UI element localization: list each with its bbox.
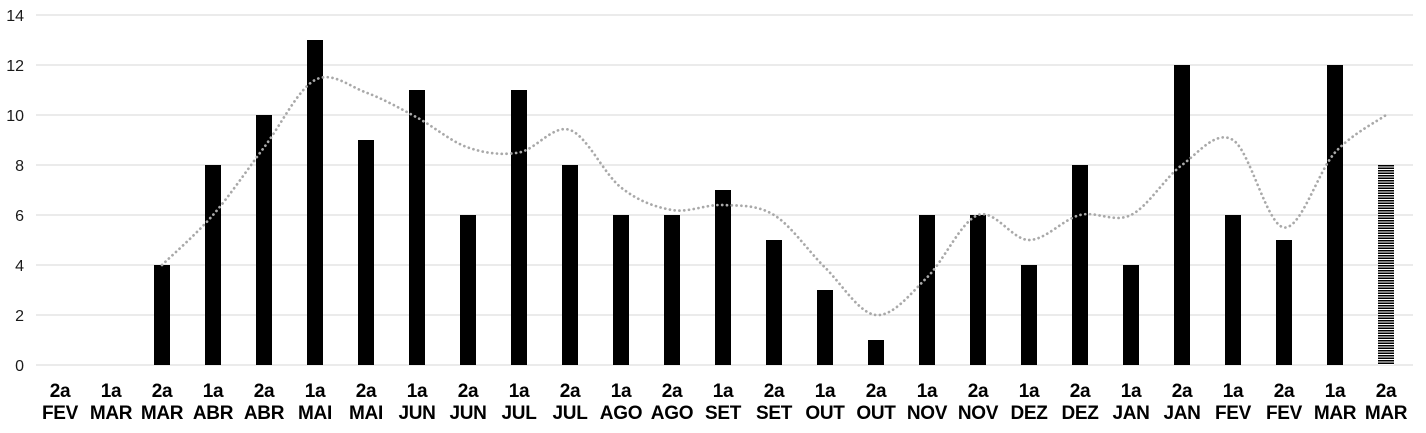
x-axis-label-month: AGO (600, 403, 642, 424)
bar (664, 215, 680, 365)
y-axis-tick-label: 0 (15, 358, 24, 375)
bar (154, 265, 170, 365)
x-axis-label-month: NOV (958, 403, 999, 424)
x-axis-label-period: 2a (764, 381, 785, 402)
bar (1021, 265, 1037, 365)
bar (1072, 165, 1088, 365)
x-axis-label-month: MAR (1314, 403, 1357, 424)
x-axis-label-period: 1a (509, 381, 530, 402)
bar (1327, 65, 1343, 365)
x-axis-label-month: DEZ (1010, 403, 1048, 424)
x-axis-label-month: DEZ (1061, 403, 1099, 424)
x-axis-label-period: 1a (917, 381, 938, 402)
y-axis-tick-label: 4 (15, 258, 24, 275)
bar (358, 140, 374, 365)
x-axis-label-month: NOV (907, 403, 948, 424)
x-axis-label-period: 1a (1325, 381, 1346, 402)
x-axis-label-period: 1a (713, 381, 734, 402)
x-axis-label-period: 2a (356, 381, 377, 402)
bar (1174, 65, 1190, 365)
x-axis-label-period: 2a (1070, 381, 1091, 402)
x-axis-label-month: FEV (42, 403, 79, 424)
x-axis-label-month: FEV (1266, 403, 1303, 424)
x-axis-label-period: 2a (1376, 381, 1397, 402)
x-axis-label-period: 1a (611, 381, 632, 402)
bar (205, 165, 221, 365)
x-axis-label-month: ABR (244, 403, 285, 424)
bar (766, 240, 782, 365)
bar (970, 215, 986, 365)
bar-striped (1378, 165, 1394, 365)
bar (715, 190, 731, 365)
bar (511, 90, 527, 365)
x-axis-label-month: JUL (553, 403, 589, 424)
x-axis-label-period: 2a (1274, 381, 1295, 402)
bar (868, 340, 884, 365)
y-axis-tick-label: 12 (6, 58, 24, 75)
x-axis-label-period: 1a (305, 381, 326, 402)
bar (307, 40, 323, 365)
x-axis-label-period: 2a (458, 381, 479, 402)
y-axis-tick-label: 14 (6, 8, 24, 25)
x-axis-label-month: OUT (856, 403, 896, 424)
x-axis-label-period: 1a (1223, 381, 1244, 402)
bar (409, 90, 425, 365)
x-axis-label-period: 1a (815, 381, 836, 402)
x-axis-label-period: 1a (407, 381, 428, 402)
y-axis-tick-label: 2 (15, 308, 24, 325)
x-axis-label-period: 2a (866, 381, 887, 402)
x-axis-label-month: SET (756, 403, 793, 424)
bar (460, 215, 476, 365)
x-axis-label-month: JAN (1112, 403, 1149, 424)
x-axis-label-period: 1a (1121, 381, 1142, 402)
bar (562, 165, 578, 365)
x-axis-label-month: MAR (1365, 403, 1408, 424)
bar (919, 215, 935, 365)
x-axis-label-month: ABR (193, 403, 234, 424)
y-axis-tick-label: 6 (15, 208, 24, 225)
x-axis-label-period: 2a (1172, 381, 1193, 402)
x-axis-label-month: JUN (449, 403, 486, 424)
bar (817, 290, 833, 365)
x-axis-label-period: 2a (968, 381, 989, 402)
x-axis-label-month: MAI (298, 403, 332, 424)
bar (256, 115, 272, 365)
x-axis-label-month: MAI (349, 403, 383, 424)
x-axis-label-period: 2a (254, 381, 275, 402)
x-axis-label-month: JUL (502, 403, 538, 424)
x-axis-label-month: MAR (141, 403, 184, 424)
x-axis-label-month: FEV (1215, 403, 1252, 424)
x-axis-label-month: MAR (90, 403, 133, 424)
bar (1276, 240, 1292, 365)
y-axis-tick-label: 8 (15, 158, 24, 175)
bar (1123, 265, 1139, 365)
x-axis-label-month: JAN (1163, 403, 1200, 424)
trend-dotted-line (160, 75, 1388, 317)
x-axis-label-month: AGO (651, 403, 693, 424)
y-axis-tick-label: 10 (6, 108, 24, 125)
bar (1225, 215, 1241, 365)
x-axis-label-month: JUN (398, 403, 435, 424)
x-axis-label-month: SET (705, 403, 742, 424)
x-axis-label-period: 2a (50, 381, 71, 402)
x-axis-label-month: OUT (805, 403, 845, 424)
bar (613, 215, 629, 365)
x-axis-label-period: 2a (662, 381, 683, 402)
x-axis-label-period: 1a (203, 381, 224, 402)
x-axis-label-period: 2a (152, 381, 173, 402)
x-axis-label-period: 1a (101, 381, 122, 402)
x-axis-label-period: 1a (1019, 381, 1040, 402)
x-axis-label-period: 2a (560, 381, 581, 402)
